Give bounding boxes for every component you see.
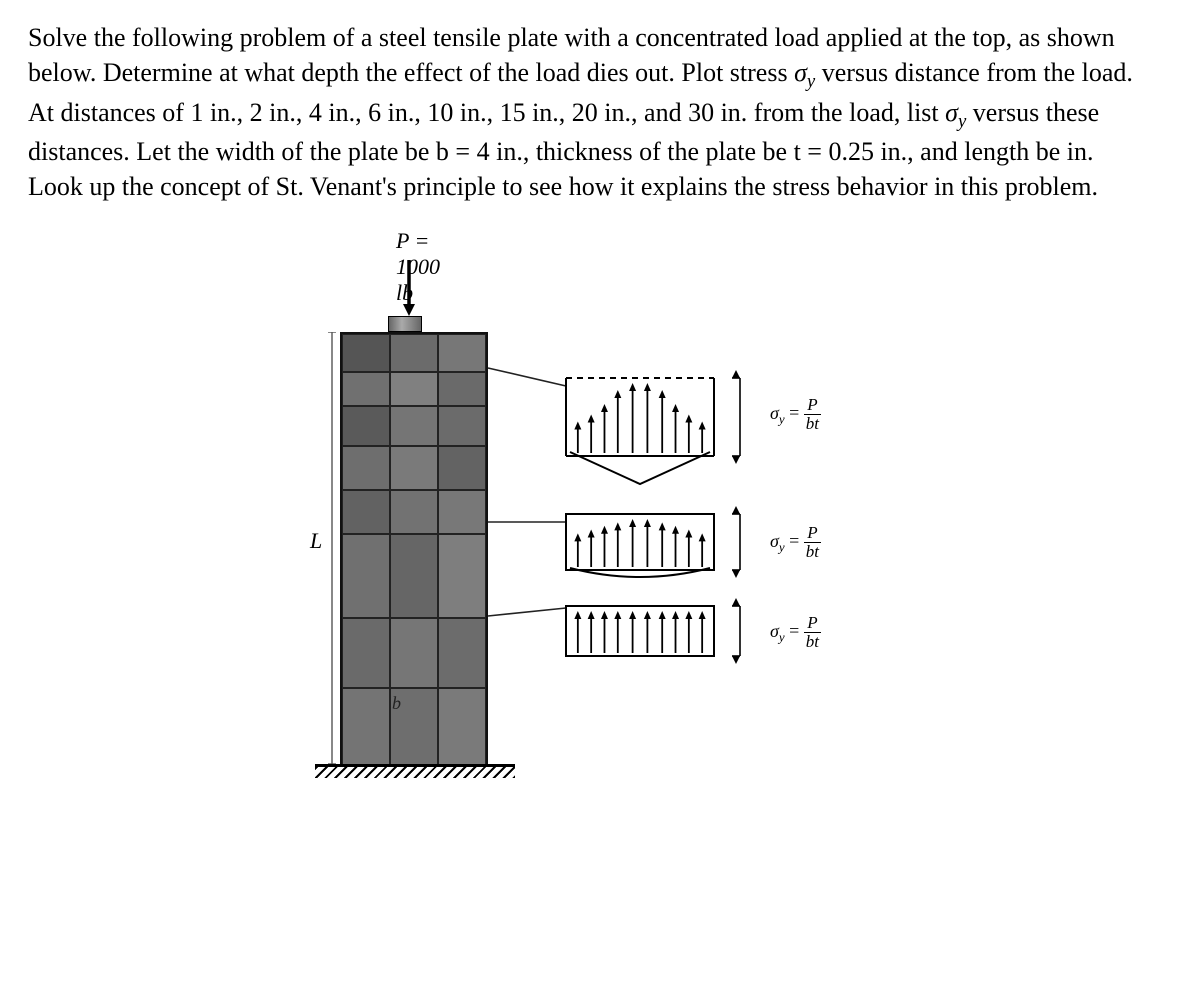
hatch-icon <box>315 764 515 778</box>
plate-cell <box>342 406 390 446</box>
table-row <box>342 334 486 372</box>
stress-formula: σy = Pbt <box>770 524 821 561</box>
load-arrow-icon <box>401 260 417 316</box>
plate-cell <box>390 334 438 372</box>
plate-cell <box>438 490 486 534</box>
width-label: b <box>392 693 401 714</box>
plate-cell <box>342 490 390 534</box>
stress-formula: σy = Pbt <box>770 396 821 433</box>
plate-cell <box>438 372 486 406</box>
plate-cell <box>390 372 438 406</box>
stress-diagram <box>566 514 714 570</box>
sigma-sym-2: σ <box>945 98 958 127</box>
plate-cell <box>342 446 390 490</box>
figure: P = 1000 lb L b σy = Pbtσy = Pbtσy = Pbt <box>28 228 1154 848</box>
plate-cell <box>438 406 486 446</box>
table-row <box>342 372 486 406</box>
plate-cell <box>390 618 438 688</box>
sigma-sub-1: y <box>807 71 815 92</box>
plate-cell <box>342 618 390 688</box>
table-row <box>342 490 486 534</box>
plate-cell <box>390 446 438 490</box>
problem-statement: Solve the following problem of a steel t… <box>28 20 1154 204</box>
plate-mesh <box>340 332 488 764</box>
plate-cell <box>438 334 486 372</box>
table-row <box>342 446 486 490</box>
table-row <box>342 406 486 446</box>
plate-cell <box>438 534 486 618</box>
plate-cell <box>390 490 438 534</box>
stress-diagram <box>566 606 714 656</box>
table-row <box>342 688 486 766</box>
plate-cell <box>342 372 390 406</box>
plate-cell <box>390 534 438 618</box>
dimension-bracket-icon <box>728 598 758 664</box>
plate-cell <box>342 534 390 618</box>
ground-support <box>315 764 515 778</box>
plate-cell <box>342 334 390 372</box>
table-row <box>342 534 486 618</box>
stress-formula: σy = Pbt <box>770 614 821 651</box>
dimension-bracket-icon <box>728 506 758 578</box>
sigma-sym-1: σ <box>794 58 807 87</box>
length-label: L <box>310 528 322 554</box>
plate-cell <box>438 688 486 766</box>
plate-cell <box>438 618 486 688</box>
length-bracket-icon <box>328 332 336 764</box>
plate-cell <box>438 446 486 490</box>
load-point-block <box>388 316 422 332</box>
stress-diagram <box>566 378 714 456</box>
dimension-bracket-icon <box>728 370 758 464</box>
plate-cell <box>390 406 438 446</box>
table-row <box>342 618 486 688</box>
plate-cell <box>342 688 390 766</box>
